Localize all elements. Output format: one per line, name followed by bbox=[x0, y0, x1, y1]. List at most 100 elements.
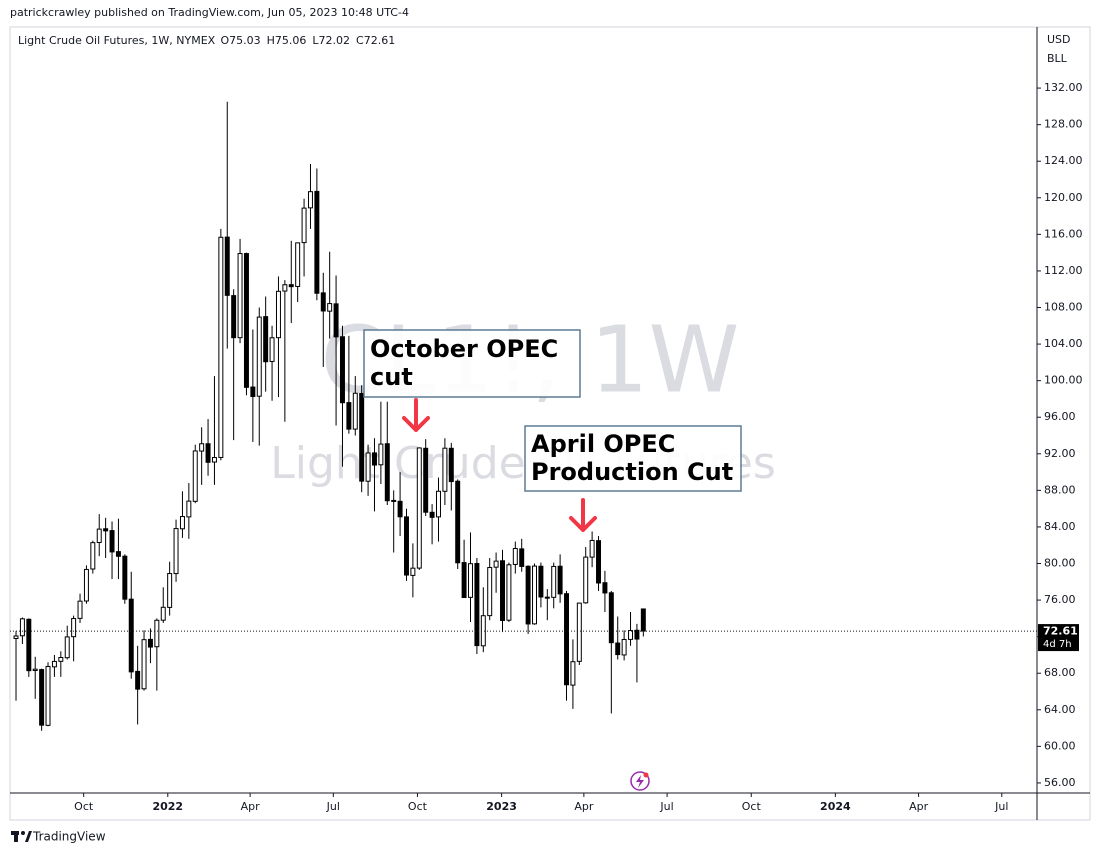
candle-body bbox=[199, 443, 205, 452]
candle-body bbox=[436, 490, 441, 518]
arrow bbox=[569, 498, 597, 532]
candle-body bbox=[583, 556, 589, 604]
candle-body bbox=[51, 660, 57, 668]
candle-body bbox=[423, 447, 429, 513]
candle-body bbox=[179, 516, 185, 530]
x-tick-label: Oct bbox=[742, 800, 762, 813]
candle-body bbox=[160, 606, 166, 621]
y-tick-label: 104.00 bbox=[1044, 337, 1083, 350]
candle-body bbox=[410, 567, 416, 576]
candle-body bbox=[359, 392, 365, 482]
x-tick-label: Jul bbox=[659, 800, 673, 813]
legend-low: L72.02 bbox=[312, 34, 350, 47]
arrow bbox=[402, 398, 430, 432]
candle-body bbox=[218, 236, 224, 458]
candle-body bbox=[602, 582, 608, 594]
candle-body bbox=[532, 565, 537, 625]
candle-body bbox=[640, 608, 646, 632]
legend-high: H75.06 bbox=[267, 34, 307, 47]
candle-body bbox=[365, 452, 371, 482]
x-tick-label: Oct bbox=[408, 800, 428, 813]
candle-body bbox=[608, 592, 614, 644]
annotation-text: April OPEC bbox=[531, 430, 675, 458]
candle-body bbox=[288, 284, 294, 288]
candle-body bbox=[589, 539, 595, 558]
candle-body bbox=[576, 602, 582, 662]
annotation-box bbox=[363, 329, 581, 398]
candle-body bbox=[122, 555, 128, 600]
candle-body bbox=[275, 290, 281, 339]
candle-body bbox=[397, 500, 403, 518]
candle-body bbox=[45, 665, 51, 726]
legend-open: O75.03 bbox=[220, 34, 260, 47]
candle-body bbox=[621, 638, 627, 656]
brand: TradingView bbox=[32, 830, 106, 844]
candle-body bbox=[141, 639, 147, 690]
candle-body bbox=[205, 443, 211, 463]
logo: TradingView bbox=[11, 830, 106, 844]
y-tick-label: 56.00 bbox=[1044, 776, 1076, 789]
candle-body bbox=[301, 207, 307, 244]
x-tick-label: Apr bbox=[574, 800, 594, 813]
candle-body bbox=[346, 402, 352, 430]
candle-body bbox=[224, 236, 230, 296]
candle-body bbox=[442, 447, 448, 492]
candle-body bbox=[77, 600, 83, 619]
candle-body bbox=[525, 565, 531, 625]
candle-body bbox=[269, 337, 275, 362]
candle-body bbox=[538, 565, 544, 598]
candle-body bbox=[352, 392, 358, 430]
candle-body bbox=[378, 443, 384, 466]
y-tick-label: 124.00 bbox=[1044, 154, 1083, 167]
candle-body bbox=[186, 500, 192, 518]
candle-body bbox=[564, 593, 570, 686]
candle-body bbox=[487, 567, 493, 617]
candle-body bbox=[461, 562, 467, 599]
y-tick-label: 76.00 bbox=[1044, 593, 1076, 606]
alert-icon[interactable] bbox=[630, 771, 650, 791]
candle-body bbox=[64, 636, 70, 659]
legend-close: C72.61 bbox=[356, 34, 395, 47]
candle-body bbox=[474, 563, 480, 647]
y-tick-label: 120.00 bbox=[1044, 191, 1083, 204]
candle-body bbox=[96, 528, 102, 543]
annotation-text: cut bbox=[370, 363, 413, 391]
candle-body bbox=[135, 670, 141, 690]
candle-body bbox=[339, 336, 345, 404]
candle-body bbox=[320, 292, 326, 312]
candle-body bbox=[282, 284, 288, 292]
candle-body bbox=[71, 618, 77, 638]
x-tick-label: Jul bbox=[994, 800, 1008, 813]
candle-body bbox=[416, 447, 422, 569]
candle-body bbox=[570, 661, 576, 686]
candle-body bbox=[167, 573, 173, 608]
candle-body bbox=[128, 598, 134, 673]
candle-body bbox=[19, 618, 25, 637]
candle-body bbox=[115, 551, 121, 557]
candle-body bbox=[333, 303, 339, 338]
publisher: patrickcrawley published on TradingView.… bbox=[10, 6, 409, 19]
candle-body bbox=[109, 530, 115, 553]
x-tick-label: 2024 bbox=[820, 800, 851, 813]
candle-body bbox=[39, 669, 45, 726]
annotation-text: Production Cut bbox=[531, 458, 733, 486]
y-tick-label: 100.00 bbox=[1044, 374, 1083, 387]
candle-body bbox=[391, 499, 397, 502]
candle-body bbox=[327, 303, 333, 312]
candle-body bbox=[628, 630, 634, 640]
legend-title: Light Crude Oil Futures, 1W, NYMEX bbox=[18, 34, 216, 47]
x-tick-label: Oct bbox=[74, 800, 94, 813]
candles bbox=[13, 101, 646, 731]
candle-body bbox=[211, 457, 217, 463]
x-tick-label: Apr bbox=[909, 800, 929, 813]
candle-body bbox=[32, 668, 38, 671]
candle-body bbox=[615, 642, 621, 656]
candle-body bbox=[173, 528, 179, 575]
candle-body bbox=[154, 619, 160, 648]
candle-body bbox=[493, 560, 499, 568]
candle-body bbox=[250, 386, 256, 398]
annotation-box bbox=[524, 425, 742, 492]
candle-body bbox=[544, 596, 550, 599]
candle-body bbox=[596, 540, 602, 584]
